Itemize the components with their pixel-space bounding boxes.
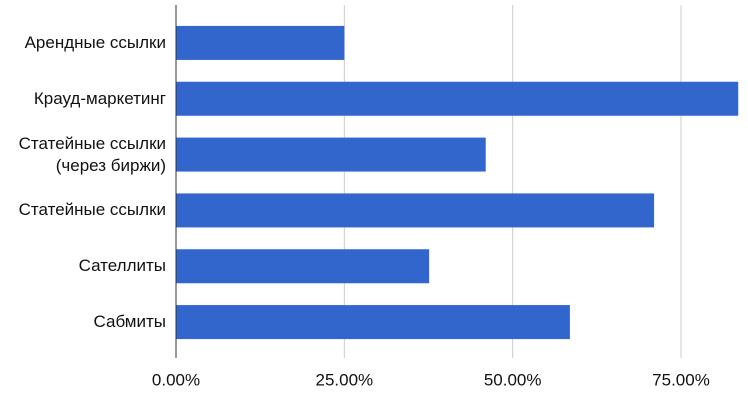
y-tick-label: Статейные ссылки (через биржи)	[18, 133, 166, 175]
bar	[176, 137, 486, 172]
bar	[176, 81, 739, 116]
y-tick-label: Сабмиты	[93, 312, 166, 332]
x-tick-label: 0.00%	[152, 370, 200, 389]
bar	[176, 305, 570, 340]
y-tick-label: Статейные ссылки	[18, 200, 166, 220]
x-tick-label: 25.00%	[315, 370, 373, 389]
x-tick-label: 75.00%	[652, 370, 710, 389]
bar	[176, 249, 430, 284]
y-tick-label: Арендные ссылки	[24, 32, 166, 52]
y-tick-label: Крауд-маркетинг	[33, 88, 166, 108]
bar	[176, 25, 345, 60]
bar	[176, 193, 655, 228]
x-tick-label: 50.00%	[484, 370, 542, 389]
y-tick-label: Сателлиты	[78, 256, 166, 276]
